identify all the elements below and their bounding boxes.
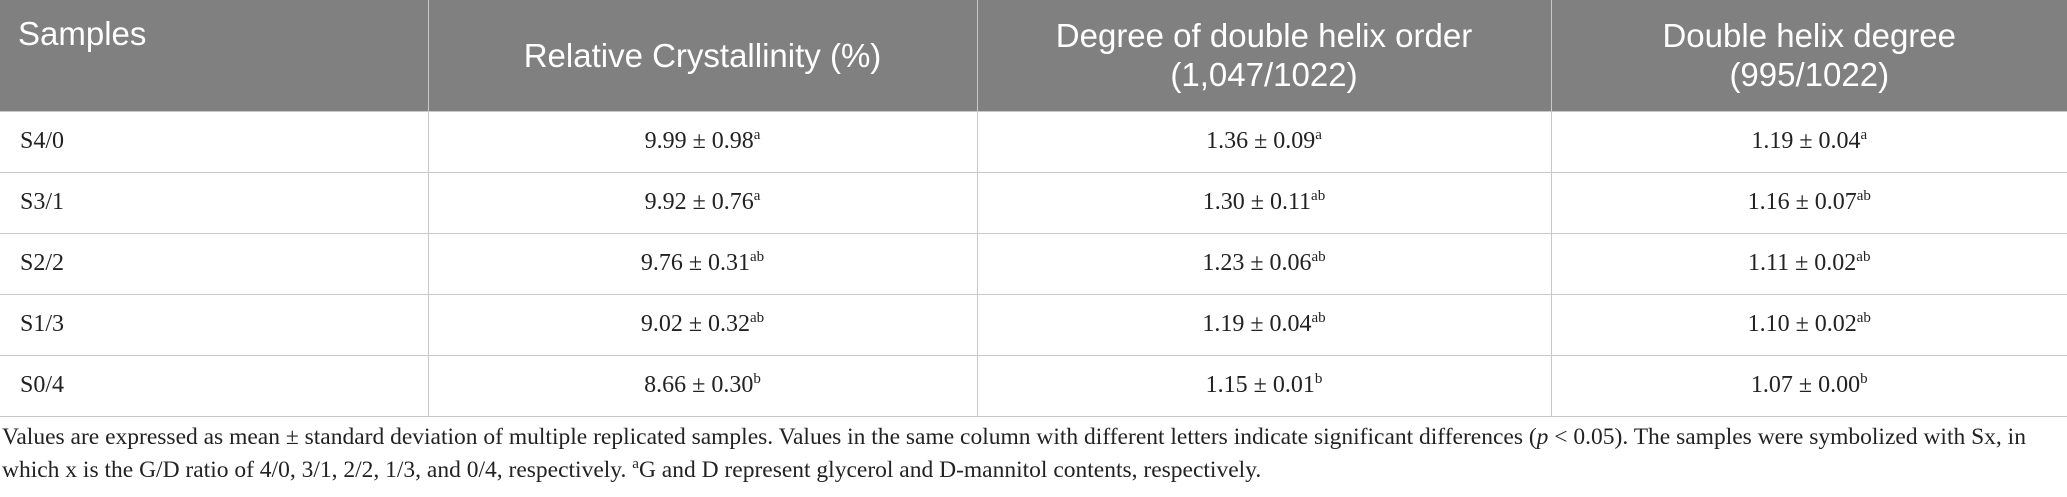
footnote-text: a	[632, 455, 639, 472]
significance-letter: b	[1860, 371, 1868, 387]
header-line: Relative Crystallinity (%)	[523, 36, 882, 74]
value-cell: 9.02 ± 0.32ab	[427, 293, 978, 356]
significance-letter: a	[753, 188, 761, 204]
table-row: S2/2 9.76 ± 0.31ab 1.23 ± 0.06ab 1.11 ± 0.0…	[0, 232, 2067, 295]
value-cell: 9.76 ± 0.31ab	[427, 232, 978, 295]
significance-letter: ab	[1311, 310, 1326, 326]
significance-letter: ab	[1856, 249, 1871, 265]
value-cell: 1.30 ± 0.11ab	[976, 171, 1552, 234]
value-text: 1.23 ± 0.06	[1202, 250, 1312, 276]
significance-letter: ab	[750, 249, 765, 265]
table-row: S4/0 9.99 ± 0.98a 1.36 ± 0.09a 1.19 ± 0.04a	[0, 110, 2067, 173]
header-cell: Samples	[0, 0, 428, 111]
footnote-text: G and D represent glycerol and D-mannito…	[638, 456, 1262, 483]
significance-letter: a	[1860, 127, 1868, 143]
value-text: 1.10 ± 0.02	[1747, 311, 1857, 337]
value-text: 1.19 ± 0.04	[1202, 311, 1312, 337]
significance-letter: ab	[750, 310, 765, 326]
value-text: 1.19 ± 0.04	[1751, 128, 1861, 154]
significance-letter: ab	[1856, 310, 1871, 326]
footnote-text: p	[1536, 423, 1549, 450]
value-text: 9.92 ± 0.76	[644, 189, 754, 215]
value-text: 1.30 ± 0.11	[1202, 189, 1312, 215]
value-cell: 1.11 ± 0.02ab	[1550, 232, 2067, 295]
value-cell: 8.66 ± 0.30b	[427, 354, 978, 417]
significance-letter: b	[753, 371, 761, 387]
value-cell: 1.19 ± 0.04a	[1550, 110, 2067, 173]
header-line: (1,047/1022)	[1170, 56, 1358, 94]
value-text: 1.36 ± 0.09	[1206, 128, 1316, 154]
sample-cell: S4/0	[0, 110, 429, 173]
footnote: Values are expressed as mean ± standard …	[0, 417, 2067, 487]
value-text: 9.99 ± 0.98	[644, 128, 754, 154]
value-cell: 1.15 ± 0.01b	[976, 354, 1552, 417]
footnote-text: Values are expressed as mean ± standard …	[2, 423, 1537, 450]
header-line: Degree of double helix order	[1055, 17, 1473, 55]
value-cell: 9.99 ± 0.98a	[427, 110, 978, 173]
value-text: 1.15 ± 0.01	[1205, 372, 1315, 398]
sample-cell: S0/4	[0, 354, 429, 417]
header-line: Double helix degree	[1662, 17, 1957, 55]
value-text: 9.76 ± 0.31	[640, 250, 750, 276]
value-cell: 1.07 ± 0.00b	[1550, 354, 2067, 417]
header-row: Samples Relative Crystallinity (%) Degree …	[0, 0, 2067, 111]
value-text: 9.02 ± 0.32	[640, 311, 750, 337]
header-line: (995/1022)	[1729, 56, 1890, 94]
significance-letter: ab	[1311, 249, 1326, 265]
value-cell: 1.19 ± 0.04ab	[976, 293, 1552, 356]
header-line: Samples	[18, 15, 147, 52]
value-cell: 1.16 ± 0.07ab	[1550, 171, 2067, 234]
table-row: S0/4 8.66 ± 0.30b 1.15 ± 0.01b 1.07 ± 0.00b	[0, 354, 2067, 417]
value-cell: 1.10 ± 0.02ab	[1550, 293, 2067, 356]
value-cell: 1.23 ± 0.06ab	[976, 232, 1552, 295]
table-row: S3/1 9.92 ± 0.76a 1.30 ± 0.11ab 1.16 ± 0.07…	[0, 171, 2067, 234]
value-cell: 9.92 ± 0.76a	[427, 171, 978, 234]
table-body: S4/0 9.99 ± 0.98a 1.36 ± 0.09a 1.19 ± 0.04a…	[0, 110, 2067, 417]
value-text: 1.07 ± 0.00	[1750, 372, 1861, 398]
significance-letter: ab	[1311, 188, 1326, 204]
sample-cell: S3/1	[0, 171, 429, 234]
significance-letter: ab	[1856, 188, 1871, 204]
value-text: 8.66 ± 0.30	[644, 372, 754, 398]
value-text: 1.16 ± 0.07	[1747, 189, 1857, 215]
sample-cell: S2/2	[0, 232, 429, 295]
header-cell: Double helix degree (995/1022)	[1550, 0, 2067, 111]
header-cell: Relative Crystallinity (%)	[427, 0, 977, 111]
sample-cell: S1/3	[0, 293, 429, 356]
data-table: Samples Relative Crystallinity (%) Degree …	[0, 0, 2067, 417]
value-cell: 1.36 ± 0.09a	[976, 110, 1552, 173]
value-text: 1.11 ± 0.02	[1748, 250, 1857, 276]
footnote-text: < 0.05). The samples were symbolized wit…	[2, 423, 2026, 483]
significance-letter: b	[1314, 371, 1323, 387]
header-cell: Degree of double helix order (1,047/1022)	[976, 0, 1551, 111]
table-row: S1/3 9.02 ± 0.32ab 1.19 ± 0.04ab 1.10 ± 0.0…	[0, 293, 2067, 356]
significance-letter: a	[1315, 127, 1322, 143]
significance-letter: a	[753, 127, 761, 143]
